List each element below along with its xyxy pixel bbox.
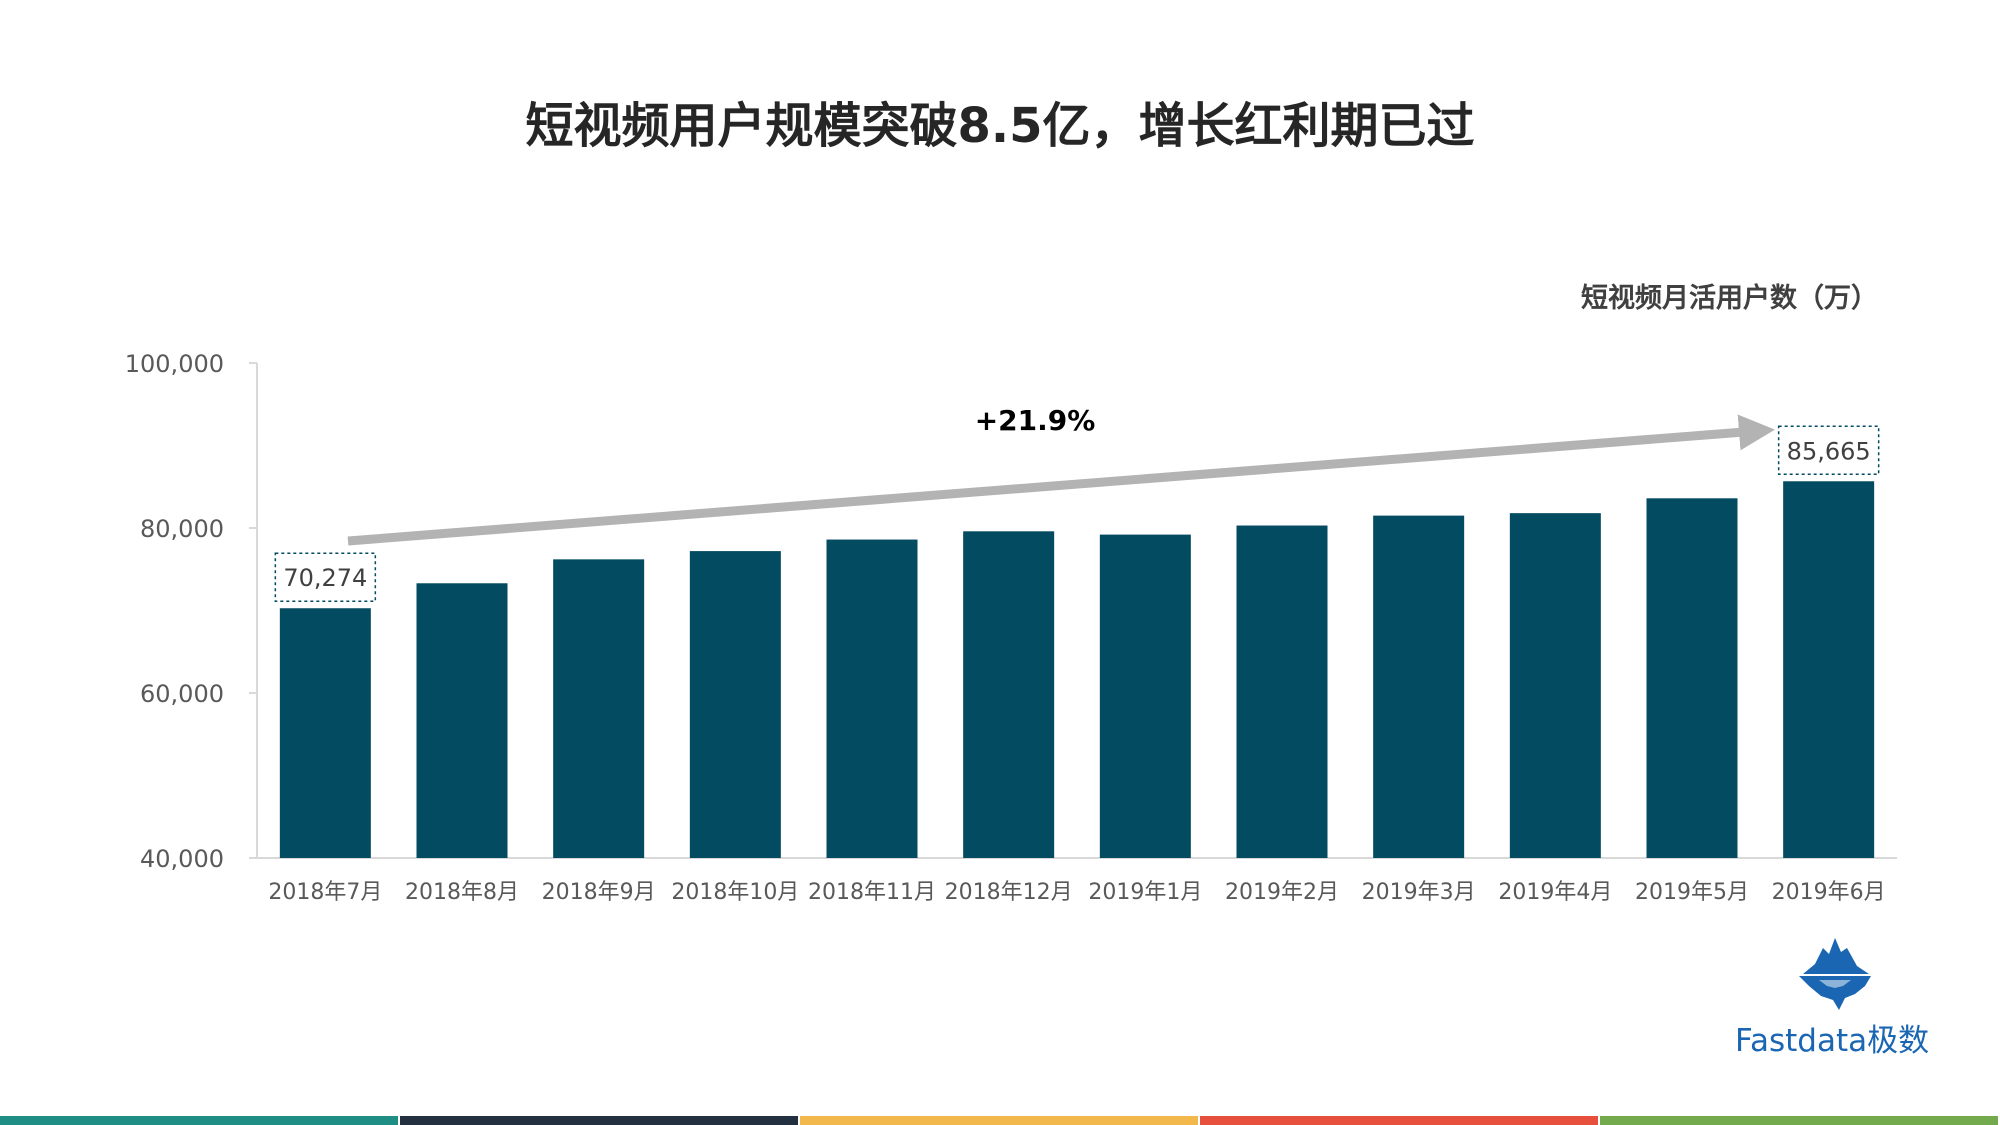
x-tick-label: 2018年12月 [945, 880, 1073, 905]
x-tick-label: 2019年6月 [1772, 880, 1886, 905]
footer-strip-segment [800, 1116, 1198, 1125]
bars [279, 481, 1875, 858]
footer-strip-segment [0, 1116, 398, 1125]
bar [1509, 513, 1601, 858]
x-tick-label: 2019年1月 [1088, 880, 1202, 905]
x-tick-label: 2019年2月 [1225, 880, 1339, 905]
page-title: 短视频用户规模突破8.5亿，增长红利期已过 [525, 98, 1475, 154]
iceberg-logo-icon [1799, 938, 1871, 1010]
trend-arrow-group: +21.9% [347, 404, 1775, 546]
bar [1099, 534, 1191, 858]
footer-strip-segment [1200, 1116, 1598, 1125]
x-tick-label: 2018年8月 [405, 880, 519, 905]
bar [963, 531, 1055, 858]
bar [279, 608, 371, 858]
bar [1783, 481, 1875, 858]
bar [416, 583, 508, 858]
x-tick-label: 2019年3月 [1362, 880, 1476, 905]
footer-strip-segment [1600, 1116, 1998, 1125]
data-label: 70,274 [283, 564, 367, 592]
bar [689, 551, 781, 858]
x-tick-label: 2018年7月 [268, 880, 382, 905]
footer-color-strip [0, 1116, 2000, 1125]
bar [1236, 525, 1328, 858]
x-tick-label: 2018年11月 [808, 880, 936, 905]
y-tick-label: 40,000 [140, 845, 224, 873]
data-label: 85,665 [1787, 437, 1871, 465]
y-tick-label: 80,000 [140, 515, 224, 543]
footer-strip-segment [400, 1116, 798, 1125]
bar [553, 559, 645, 858]
bar [826, 539, 918, 858]
y-tick-label: 60,000 [140, 680, 224, 708]
y-axis: 40,000 60,000 80,000 100,000 [125, 350, 258, 873]
brand-name: Fastdata极数 [1735, 1023, 1930, 1059]
x-tick-label: 2019年5月 [1635, 880, 1749, 905]
trend-arrow [347, 414, 1775, 546]
x-tick-label: 2018年10月 [671, 880, 799, 905]
data-label-box [274, 552, 377, 602]
x-tick-label: 2018年9月 [542, 880, 656, 905]
bar [1646, 498, 1738, 858]
data-labels: 70,274 85,665 [274, 425, 1880, 602]
data-label-box [1777, 425, 1880, 476]
x-tick-label: 2019年4月 [1498, 880, 1612, 905]
y-tick-label: 100,000 [125, 350, 224, 378]
growth-annotation: +21.9% [975, 404, 1096, 437]
chart-title: 短视频月活用户数（万） [1581, 283, 1878, 314]
x-axis: 2018年7月 2018年8月 2018年9月 2018年10月 2018年11月 201… [257, 857, 1897, 905]
bar [1373, 515, 1465, 858]
